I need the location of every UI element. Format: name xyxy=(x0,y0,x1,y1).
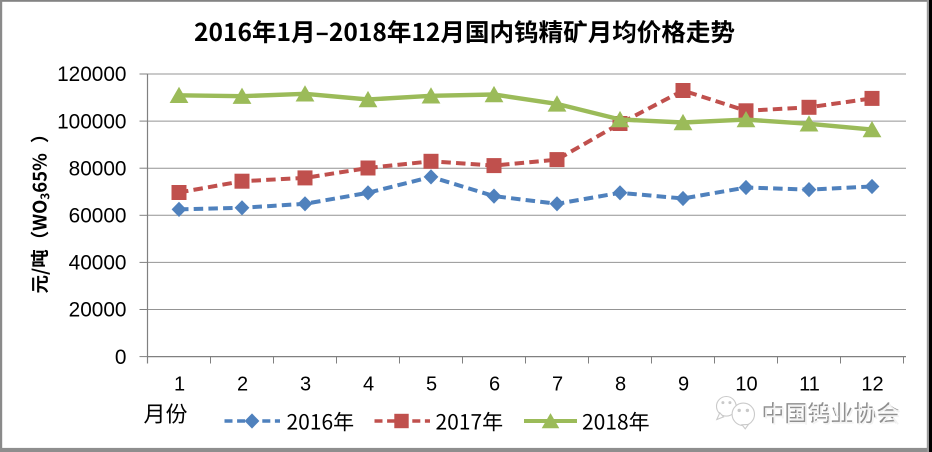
svg-text:7: 7 xyxy=(552,374,563,396)
svg-text:12: 12 xyxy=(861,374,883,396)
svg-text:20000: 20000 xyxy=(69,299,127,322)
svg-text:10: 10 xyxy=(735,374,757,396)
svg-text:2: 2 xyxy=(237,374,248,396)
svg-text:5: 5 xyxy=(426,374,437,396)
svg-text:4: 4 xyxy=(363,374,374,396)
svg-text:3: 3 xyxy=(300,374,311,396)
svg-text:6: 6 xyxy=(489,374,500,396)
svg-text:40000: 40000 xyxy=(69,252,127,275)
svg-text:11: 11 xyxy=(799,374,820,396)
svg-text:1: 1 xyxy=(174,374,185,396)
svg-text:120000: 120000 xyxy=(57,63,126,86)
svg-text:9: 9 xyxy=(678,374,689,396)
svg-text:0: 0 xyxy=(115,346,127,369)
svg-text:60000: 60000 xyxy=(69,205,127,228)
svg-text:8: 8 xyxy=(615,374,626,396)
svg-text:100000: 100000 xyxy=(57,110,126,133)
svg-text:80000: 80000 xyxy=(69,157,127,180)
